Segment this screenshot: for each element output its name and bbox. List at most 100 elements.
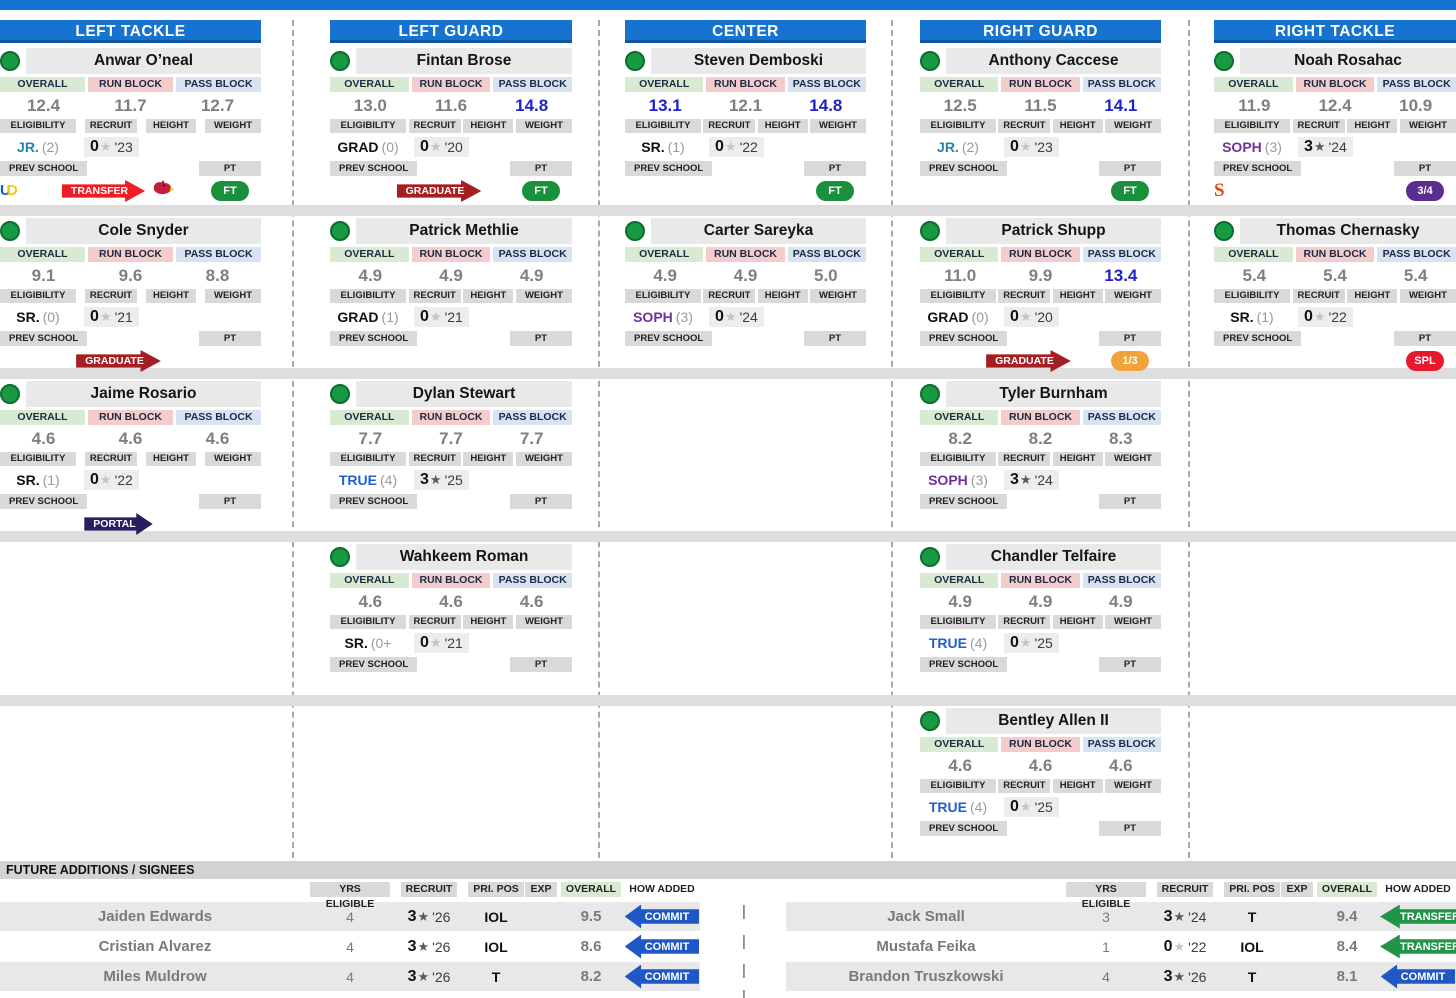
pt-badge-zone: FT: [199, 181, 261, 201]
attr-header-weight: WEIGHT: [1104, 119, 1161, 133]
stat-header-overall: OVERALL: [625, 247, 704, 262]
stat-value-overall: 4.9: [653, 266, 677, 285]
prev-school-pt-row: PREV SCHOOL PT: [920, 161, 1161, 176]
recruit-cell: 0 ★ '23: [1004, 136, 1059, 157]
stat-value-overall: 5.4: [1242, 266, 1267, 285]
eligibility-class: TRUE: [928, 634, 967, 651]
player-name-row: Anthony Caccese: [920, 48, 1161, 74]
badge-row: [330, 512, 572, 536]
attr-header-height: HEIGHT: [146, 452, 196, 466]
star-icon: ★: [1019, 798, 1032, 814]
stat-header-pass-block: PASS BLOCK: [176, 77, 261, 92]
recruit-cell: 0 ★ '21: [414, 632, 469, 653]
recruit-star-count: 0: [420, 137, 429, 155]
position-header: RIGHT TACKLE: [1214, 20, 1456, 43]
stat-headers: OVERALL RUN BLOCK PASS BLOCK: [330, 77, 572, 92]
status-circle-icon: [625, 51, 645, 71]
pt-badge-ft: FT: [211, 181, 249, 201]
stat-value-overall: 4.6: [31, 429, 56, 448]
column-divider-line: [292, 20, 294, 858]
eligibility-cell: SR. (1): [1214, 309, 1290, 325]
stat-header-run-block: RUN BLOCK: [1001, 573, 1080, 588]
star-icon: ★: [724, 308, 737, 324]
stat-header-pass-block: PASS BLOCK: [1377, 77, 1456, 92]
eligibility-class: SR.: [344, 634, 368, 651]
stat-header-overall: OVERALL: [920, 247, 999, 262]
recruit-star-count: 0: [1304, 307, 1313, 325]
player-name-row: Fintan Brose: [330, 48, 572, 74]
how-added-zone: GRADUATE: [38, 350, 199, 372]
attr-header-recruit: RECRUIT: [998, 452, 1051, 466]
stat-header-run-block: RUN BLOCK: [1001, 247, 1080, 262]
signee-name: Brandon Truszkowski: [848, 968, 1004, 985]
stat-value-run-block: 9.6: [118, 266, 143, 285]
pt-label: PT: [199, 331, 261, 346]
attr-header-eligibility: ELIGIBILITY: [330, 452, 406, 466]
recruit-star-count: 0: [420, 307, 429, 325]
table-header-row: YRS ELIGIBLE RECRUIT PRI. POS EXP OVERALL HOW…: [786, 882, 1456, 910]
attr-header-eligibility: ELIGIBILITY: [920, 452, 996, 466]
stat-values: 12.5 11.5 14.1: [920, 93, 1161, 119]
player-card: Steven Demboski OVERALL RUN BLOCK PASS BLOC…: [625, 48, 866, 203]
attribute-headers: ELIGIBILITY RECRUIT HEIGHT WEIGHT: [625, 289, 866, 303]
future-additions-header-band: FUTURE ADDITIONS / SIGNEES: [0, 861, 1456, 879]
status-circle-icon: [330, 51, 350, 71]
attr-header-height: HEIGHT: [1052, 452, 1103, 466]
stat-value-run-block: 11.7: [114, 96, 147, 115]
how-added-arrow-graduate: GRADUATE: [396, 180, 482, 202]
eligibility-years-note: (1): [1256, 308, 1274, 325]
badge-row: S 3/4: [1214, 179, 1456, 203]
eligibility-class: JR.: [937, 138, 959, 155]
recruit-star-count: 3: [407, 967, 417, 985]
future-additions-table-right: YRS ELIGIBLE RECRUIT PRI. POS EXP OVERALL HOW…: [786, 882, 1456, 992]
player-name-row: Dylan Stewart: [330, 381, 572, 407]
stat-value-pass-block: 5.0: [814, 266, 838, 285]
recruit-class-year: '22: [1188, 938, 1207, 955]
stat-header-overall: OVERALL: [920, 573, 999, 588]
player-name: Chandler Telfaire: [946, 544, 1161, 570]
pt-label: PT: [1394, 331, 1456, 346]
eligibility-cell: TRUE (4): [920, 635, 996, 651]
signee-overall: 8.2: [580, 968, 602, 985]
attr-header-recruit: RECRUIT: [998, 289, 1051, 303]
attr-header-height: HEIGHT: [1052, 615, 1103, 629]
recruit-cell: 0 ★ '23: [84, 136, 139, 157]
eligibility-years-note: (0+: [370, 634, 392, 651]
attr-header-weight: WEIGHT: [1399, 119, 1456, 133]
attribute-headers: ELIGIBILITY RECRUIT HEIGHT WEIGHT: [330, 119, 572, 133]
stat-headers: OVERALL RUN BLOCK PASS BLOCK: [1214, 77, 1456, 92]
player-card: Wahkeem Roman OVERALL RUN BLOCK PASS BLOCK 4…: [330, 544, 572, 699]
attribute-values: SOPH (3) 0 ★ '24: [625, 304, 866, 329]
stat-value-pass-block: 4.9: [1109, 592, 1133, 611]
player-name-row: Thomas Chernasky: [1214, 218, 1456, 244]
player-name: Thomas Chernasky: [1240, 218, 1456, 244]
badge-row: UD TRANSFER FT: [0, 179, 261, 203]
status-circle-icon: [920, 51, 940, 71]
attribute-headers: ELIGIBILITY RECRUIT HEIGHT WEIGHT: [625, 119, 866, 133]
player-name-row: Patrick Methlie: [330, 218, 572, 244]
stat-value-run-block: 12.1: [728, 96, 763, 115]
stat-header-overall: OVERALL: [0, 77, 85, 92]
player-name: Bentley Allen II: [946, 708, 1161, 734]
stat-value-run-block: 9.9: [1028, 266, 1053, 285]
attr-header-eligibility: ELIGIBILITY: [920, 119, 996, 133]
recruit-cell: 0 ★ '22: [1298, 306, 1353, 327]
eligibility-years-note: (2): [961, 138, 979, 155]
attr-header-recruit: RECRUIT: [408, 615, 461, 629]
stat-headers: OVERALL RUN BLOCK PASS BLOCK: [330, 573, 572, 588]
player-name-row: Jaime Rosario: [0, 381, 261, 407]
eligibility-years-note: (0): [971, 308, 989, 325]
prev-school-label: PREV SCHOOL: [0, 331, 88, 346]
prev-school-label: PREV SCHOOL: [0, 494, 88, 509]
recruit-class-year: '26: [432, 908, 451, 925]
recruit-star-count: 0: [90, 470, 99, 488]
attr-header-recruit: RECRUIT: [85, 119, 137, 133]
signee-how-added: COMMIT: [1380, 964, 1456, 989]
stat-headers: OVERALL RUN BLOCK PASS BLOCK: [330, 247, 572, 262]
stat-value-run-block: 5.4: [1323, 266, 1347, 285]
stat-value-run-block: 11.6: [434, 96, 468, 115]
stat-value-pass-block: 4.6: [519, 592, 544, 611]
row-separator-band: [0, 531, 1456, 542]
signee-yrs-eligible: 4: [346, 938, 354, 955]
